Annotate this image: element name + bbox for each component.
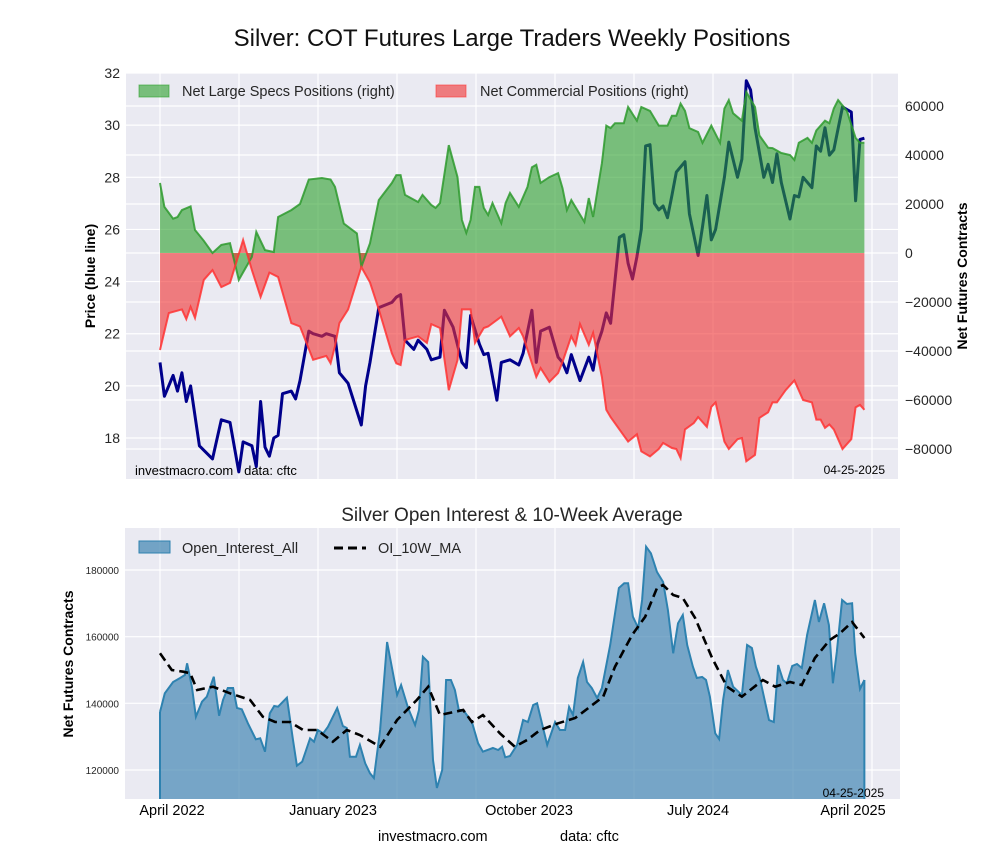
ma-line xyxy=(158,583,866,749)
right-axis-label: Net Futures Contracts xyxy=(954,202,970,349)
legend-label-specs: Net Large Specs Positions (right) xyxy=(182,84,395,100)
commercial-line xyxy=(159,236,866,464)
bottom-chart: 120000 140000 160000 180000 April 2022 Januar… xyxy=(60,528,900,819)
top-watermark: investmacro.com data: cftc xyxy=(135,463,297,478)
left-tick-label: 22 xyxy=(104,326,120,342)
right-tick-label: 20000 xyxy=(905,196,944,212)
left-tick-label: 20 xyxy=(104,378,120,394)
x-tick-label: July 2024 xyxy=(667,803,729,819)
bottom-series xyxy=(158,543,866,799)
oi-chart-title: Silver Open Interest & 10-Week Average xyxy=(341,505,682,526)
left-axis-label: Price (blue line) xyxy=(82,224,98,328)
footer-source: data: cftc xyxy=(560,829,619,845)
top-date-annotation: 04-25-2025 xyxy=(824,463,886,477)
right-tick-label: −20000 xyxy=(905,294,952,310)
right-tick-label: −60000 xyxy=(905,392,952,408)
bottom-legend: Open_Interest_All OI_10W_MA xyxy=(138,540,461,557)
footer-site: investmacro.com xyxy=(378,829,488,845)
legend-label-open-interest: Open_Interest_All xyxy=(182,541,298,557)
left-tick-label: 18 xyxy=(104,430,120,446)
left-tick-label: 24 xyxy=(104,274,120,290)
bottom-date-annotation: 04-25-2025 xyxy=(823,786,885,800)
commercial-area xyxy=(160,240,865,462)
specs-area xyxy=(160,92,865,280)
right-tick-label: 0 xyxy=(905,245,913,261)
top-ticks: 18 20 22 24 26 28 30 32 −80000 −60000 −40000 −20000… xyxy=(104,65,952,457)
legend-swatch-open-interest xyxy=(138,540,171,554)
right-tick-label: −40000 xyxy=(905,343,952,359)
y-tick-label: 160000 xyxy=(86,633,120,644)
x-tick-label: January 2023 xyxy=(289,803,377,819)
x-tick-label: October 2023 xyxy=(485,803,573,819)
open-interest-line xyxy=(159,543,866,789)
right-tick-label: 40000 xyxy=(905,147,944,163)
bottom-ticks: 120000 140000 160000 180000 April 2022 Januar… xyxy=(86,566,886,819)
y-tick-label: 120000 xyxy=(86,766,120,777)
right-tick-label: 60000 xyxy=(905,98,944,114)
legend-label-commercial: Net Commercial Positions (right) xyxy=(480,84,689,100)
y-tick-label: 180000 xyxy=(86,566,120,577)
x-tick-label: April 2022 xyxy=(139,803,204,819)
legend-swatch-commercial xyxy=(435,84,467,98)
legend-label-ma: OI_10W_MA xyxy=(378,541,461,557)
y-tick-label: 140000 xyxy=(86,699,120,710)
top-series xyxy=(158,79,866,474)
legend-swatch-specs xyxy=(138,84,170,98)
specs-line xyxy=(159,89,865,283)
top-chart: 18 20 22 24 26 28 30 32 −80000 −60000 −40000 −20000… xyxy=(82,65,970,479)
bottom-y-axis-label: Net Futures Contracts xyxy=(60,590,76,737)
open-interest-area xyxy=(160,546,865,799)
chart-title: Silver: COT Futures Large Traders Weekly… xyxy=(234,25,791,52)
top-legend: Net Large Specs Positions (right) Net Co… xyxy=(138,84,689,100)
left-tick-label: 30 xyxy=(104,117,120,133)
left-tick-label: 32 xyxy=(104,65,120,81)
left-tick-label: 28 xyxy=(104,169,120,185)
x-tick-label: April 2025 xyxy=(820,803,885,819)
left-tick-label: 26 xyxy=(104,221,120,237)
right-tick-label: −80000 xyxy=(905,441,952,457)
